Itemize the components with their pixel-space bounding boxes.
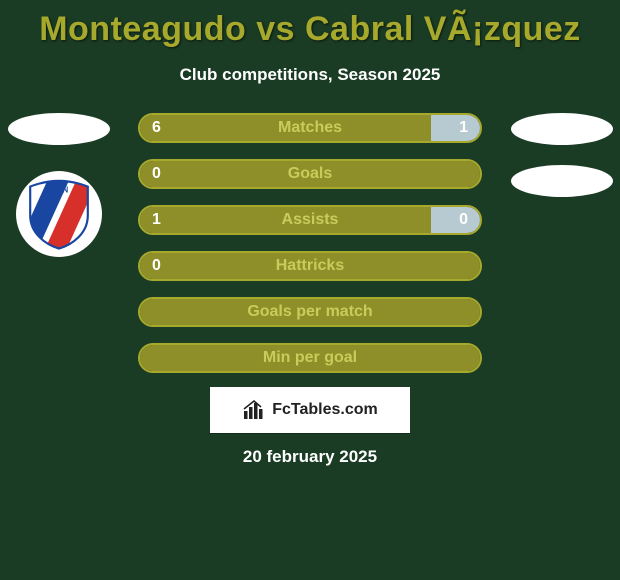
stat-label: Min per goal	[140, 345, 480, 371]
club-right-badge-placeholder	[511, 165, 613, 197]
club-left-badge: C · N	[16, 171, 102, 257]
player-right-photo-placeholder	[511, 113, 613, 145]
stat-bar: 0Goals	[138, 159, 482, 189]
stat-label: Matches	[140, 115, 480, 141]
stat-bars: 61Matches 0Goals 10Assists 0Hattricks Goals …	[138, 113, 482, 373]
player-right-column	[509, 113, 614, 217]
branding-box: FcTables.com	[210, 387, 410, 433]
content-area: C · N 61Matches 0Goals 10Assists 0Hattricks…	[0, 113, 620, 373]
bar-chart-icon	[242, 398, 266, 422]
stat-bar: Goals per match	[138, 297, 482, 327]
stat-label: Goals	[140, 161, 480, 187]
stat-bar: 10Assists	[138, 205, 482, 235]
stat-bar: 61Matches	[138, 113, 482, 143]
stat-bar: Min per goal	[138, 343, 482, 373]
page-title: Monteagudo vs Cabral VÃ¡zquez	[0, 0, 620, 49]
branding-text: FcTables.com	[272, 401, 378, 419]
stat-bar: 0Hattricks	[138, 251, 482, 281]
club-left-crest-icon: C · N	[23, 178, 95, 250]
stat-label: Goals per match	[140, 299, 480, 325]
player-left-photo-placeholder	[8, 113, 110, 145]
comparison-canvas: Monteagudo vs Cabral VÃ¡zquez Club compe…	[0, 0, 620, 580]
svg-text:C · N: C · N	[49, 185, 68, 194]
page-subtitle: Club competitions, Season 2025	[0, 65, 620, 85]
player-left-column: C · N	[6, 113, 111, 257]
stat-label: Assists	[140, 207, 480, 233]
comparison-date: 20 february 2025	[0, 447, 620, 467]
stat-label: Hattricks	[140, 253, 480, 279]
